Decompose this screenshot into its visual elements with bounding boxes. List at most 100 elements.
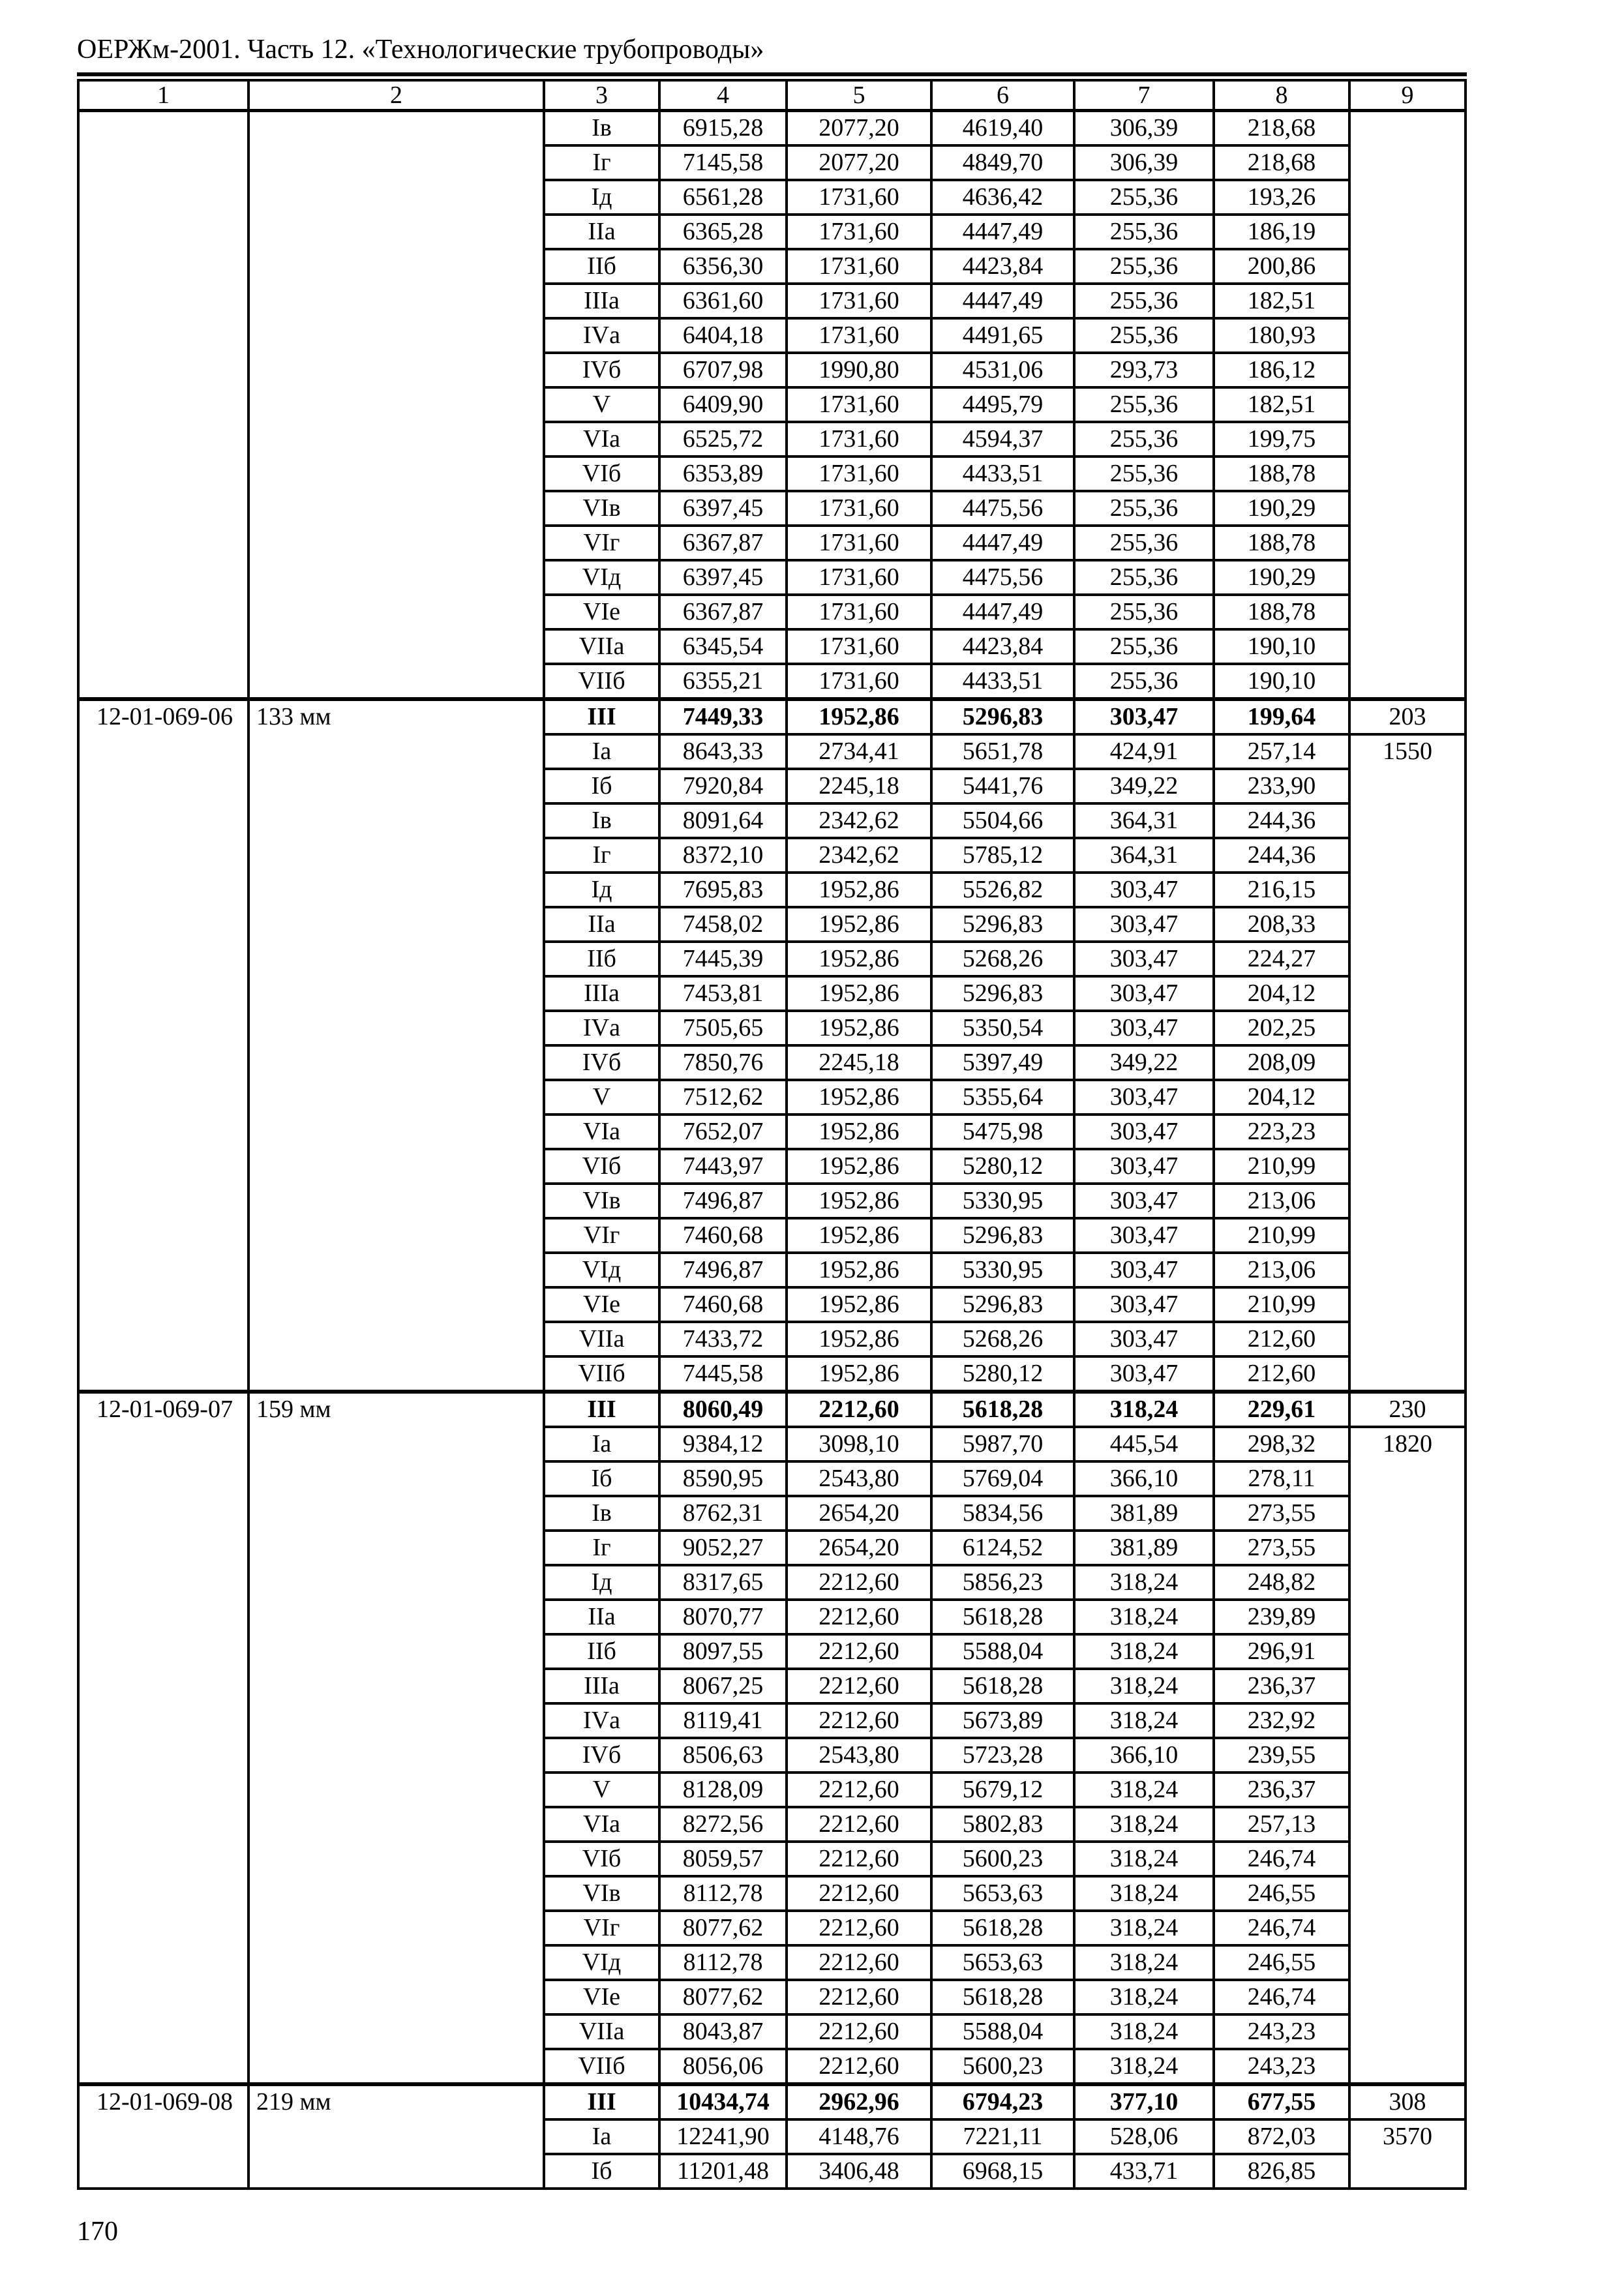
value-cell: 306,39 (1073, 144, 1215, 181)
value-cell: 1731,60 (785, 213, 933, 250)
value-cell: 246,55 (1212, 1944, 1351, 1981)
value-cell: 1731,60 (785, 628, 933, 665)
pipe-size-cell: 219 мм (247, 2082, 545, 2190)
value-cell: 5397,49 (930, 1044, 1075, 1081)
value-cell: 257,14 (1212, 733, 1351, 770)
value-cell: 5296,83 (930, 975, 1075, 1012)
value-cell: 5296,83 (930, 906, 1075, 943)
value-cell: 4495,79 (930, 386, 1075, 423)
value-cell: 1731,60 (785, 663, 933, 700)
value-cell: 2077,20 (785, 144, 933, 181)
value-cell: 210,99 (1212, 1148, 1351, 1185)
value-cell: 303,47 (1073, 1182, 1215, 1219)
table-row: Iб 7920,84 2245,18 5441,76 349,22 233,90 (78, 768, 1466, 805)
value-cell: 5673,89 (930, 1702, 1075, 1739)
value-cell: 236,37 (1212, 1668, 1351, 1705)
value-cell: 2212,60 (785, 1979, 933, 2016)
value-cell: 5618,28 (930, 1390, 1075, 1428)
value-cell: 208,09 (1212, 1044, 1351, 1081)
table-row: 12-01-069-08 219 мм III 10434,74 2962,96 6794… (77, 2082, 1467, 2190)
value-cell: 7496,87 (658, 1182, 788, 1219)
table-row: VIе 8077,62 2212,60 5618,28 318,24 246,74 (78, 1979, 1466, 2016)
value-cell: 213,06 (1212, 1251, 1351, 1289)
work-code-cell: 12-01-069-08 (77, 2082, 250, 2190)
value-cell: 5330,95 (930, 1251, 1075, 1289)
table-row: VIб 7443,97 1952,86 5280,12 303,47 210,99 (78, 1148, 1466, 1185)
row-label-cell: Iб (543, 2153, 661, 2190)
work-code-cell (77, 109, 250, 700)
value-cell: 210,99 (1212, 1286, 1351, 1323)
value-cell: 4423,84 (930, 248, 1075, 285)
value-cell: 7850,76 (658, 1044, 788, 1081)
value-cell: 8128,09 (658, 1771, 788, 1808)
value-cell: 5653,63 (930, 1875, 1075, 1912)
value-cell: 8112,78 (658, 1875, 788, 1912)
value-cell: 190,10 (1212, 628, 1351, 665)
value-cell: 2654,20 (785, 1495, 933, 1532)
value-cell: 6355,21 (658, 663, 788, 700)
value-cell: 5280,12 (930, 1148, 1075, 1185)
table-row: IIIа 6361,60 1731,60 4447,49 255,36 182,51 (78, 282, 1466, 320)
row-label-cell: IIб (543, 1633, 661, 1670)
table-row: VIг 6367,87 1731,60 4447,49 255,36 188,78 (78, 524, 1466, 561)
table-row: V 6409,90 1731,60 4495,79 255,36 182,51 (78, 386, 1466, 423)
value-cell: 1952,86 (785, 697, 933, 736)
row-label-cell: VIв (543, 1875, 661, 1912)
table-row: Iв 8762,31 2654,20 5834,56 381,89 273,55 (78, 1495, 1466, 1532)
value-cell: 6397,45 (658, 490, 788, 527)
col9-cell: 1550 (1348, 733, 1467, 1393)
value-cell: 318,24 (1073, 1875, 1215, 1912)
value-cell: 255,36 (1073, 455, 1215, 492)
value-cell: 433,71 (1073, 2153, 1215, 2190)
value-cell: 1952,86 (785, 1321, 933, 1358)
column-header-7: 7 (1073, 79, 1215, 112)
value-cell: 303,47 (1073, 1321, 1215, 1358)
value-cell: 218,68 (1212, 109, 1351, 147)
value-cell: 318,24 (1073, 1909, 1215, 1947)
value-cell: 4531,06 (930, 352, 1075, 389)
row-label-cell: Iв (543, 802, 661, 839)
value-cell: 1952,86 (785, 906, 933, 943)
value-cell: 246,74 (1212, 1840, 1351, 1878)
value-cell: 1731,60 (785, 490, 933, 527)
value-cell: 5618,28 (930, 1598, 1075, 1636)
table-row: IIа 6365,28 1731,60 4447,49 255,36 186,19 (78, 213, 1466, 250)
column-header-2: 2 (247, 79, 545, 112)
value-cell: 5355,64 (930, 1079, 1075, 1116)
value-cell: 6794,23 (930, 2082, 1075, 2121)
value-cell: 377,10 (1073, 2082, 1215, 2121)
value-cell: 5268,26 (930, 940, 1075, 978)
value-cell: 9052,27 (658, 1529, 788, 1566)
value-cell: 5330,95 (930, 1182, 1075, 1219)
row-label-cell: Iб (543, 1460, 661, 1497)
value-cell: 5856,23 (930, 1564, 1075, 1601)
row-label-cell: III (543, 697, 661, 736)
value-cell: 7445,58 (658, 1355, 788, 1393)
value-cell: 186,12 (1212, 352, 1351, 389)
value-cell: 364,31 (1073, 837, 1215, 874)
value-cell: 188,78 (1212, 593, 1351, 631)
table-row: VIг 8077,62 2212,60 5618,28 318,24 246,74 (78, 1909, 1466, 1947)
value-cell: 239,55 (1212, 1737, 1351, 1774)
value-cell: 8272,56 (658, 1806, 788, 1843)
row-label-cell: Iб (543, 768, 661, 805)
value-cell: 293,73 (1073, 352, 1215, 389)
value-cell: 4433,51 (930, 455, 1075, 492)
row-label-cell: VIе (543, 1286, 661, 1323)
value-cell: 5785,12 (930, 837, 1075, 874)
table-row: VIд 6397,45 1731,60 4475,56 255,36 190,29 (78, 559, 1466, 596)
value-cell: 318,24 (1073, 1390, 1215, 1428)
value-cell: 232,92 (1212, 1702, 1351, 1739)
value-cell: 1731,60 (785, 282, 933, 320)
value-cell: 218,68 (1212, 144, 1351, 181)
value-cell: 2212,60 (785, 1633, 933, 1670)
value-cell: 6397,45 (658, 559, 788, 596)
value-cell: 4636,42 (930, 179, 1075, 216)
column-header-5: 5 (785, 79, 933, 112)
value-cell: 1952,86 (785, 1010, 933, 1047)
table-row: VIв 7496,87 1952,86 5330,95 303,47 213,06 (78, 1182, 1466, 1219)
value-cell: 1990,80 (785, 352, 933, 389)
value-cell: 303,47 (1073, 697, 1215, 736)
value-cell: 7460,68 (658, 1286, 788, 1323)
value-cell: 188,78 (1212, 524, 1351, 561)
